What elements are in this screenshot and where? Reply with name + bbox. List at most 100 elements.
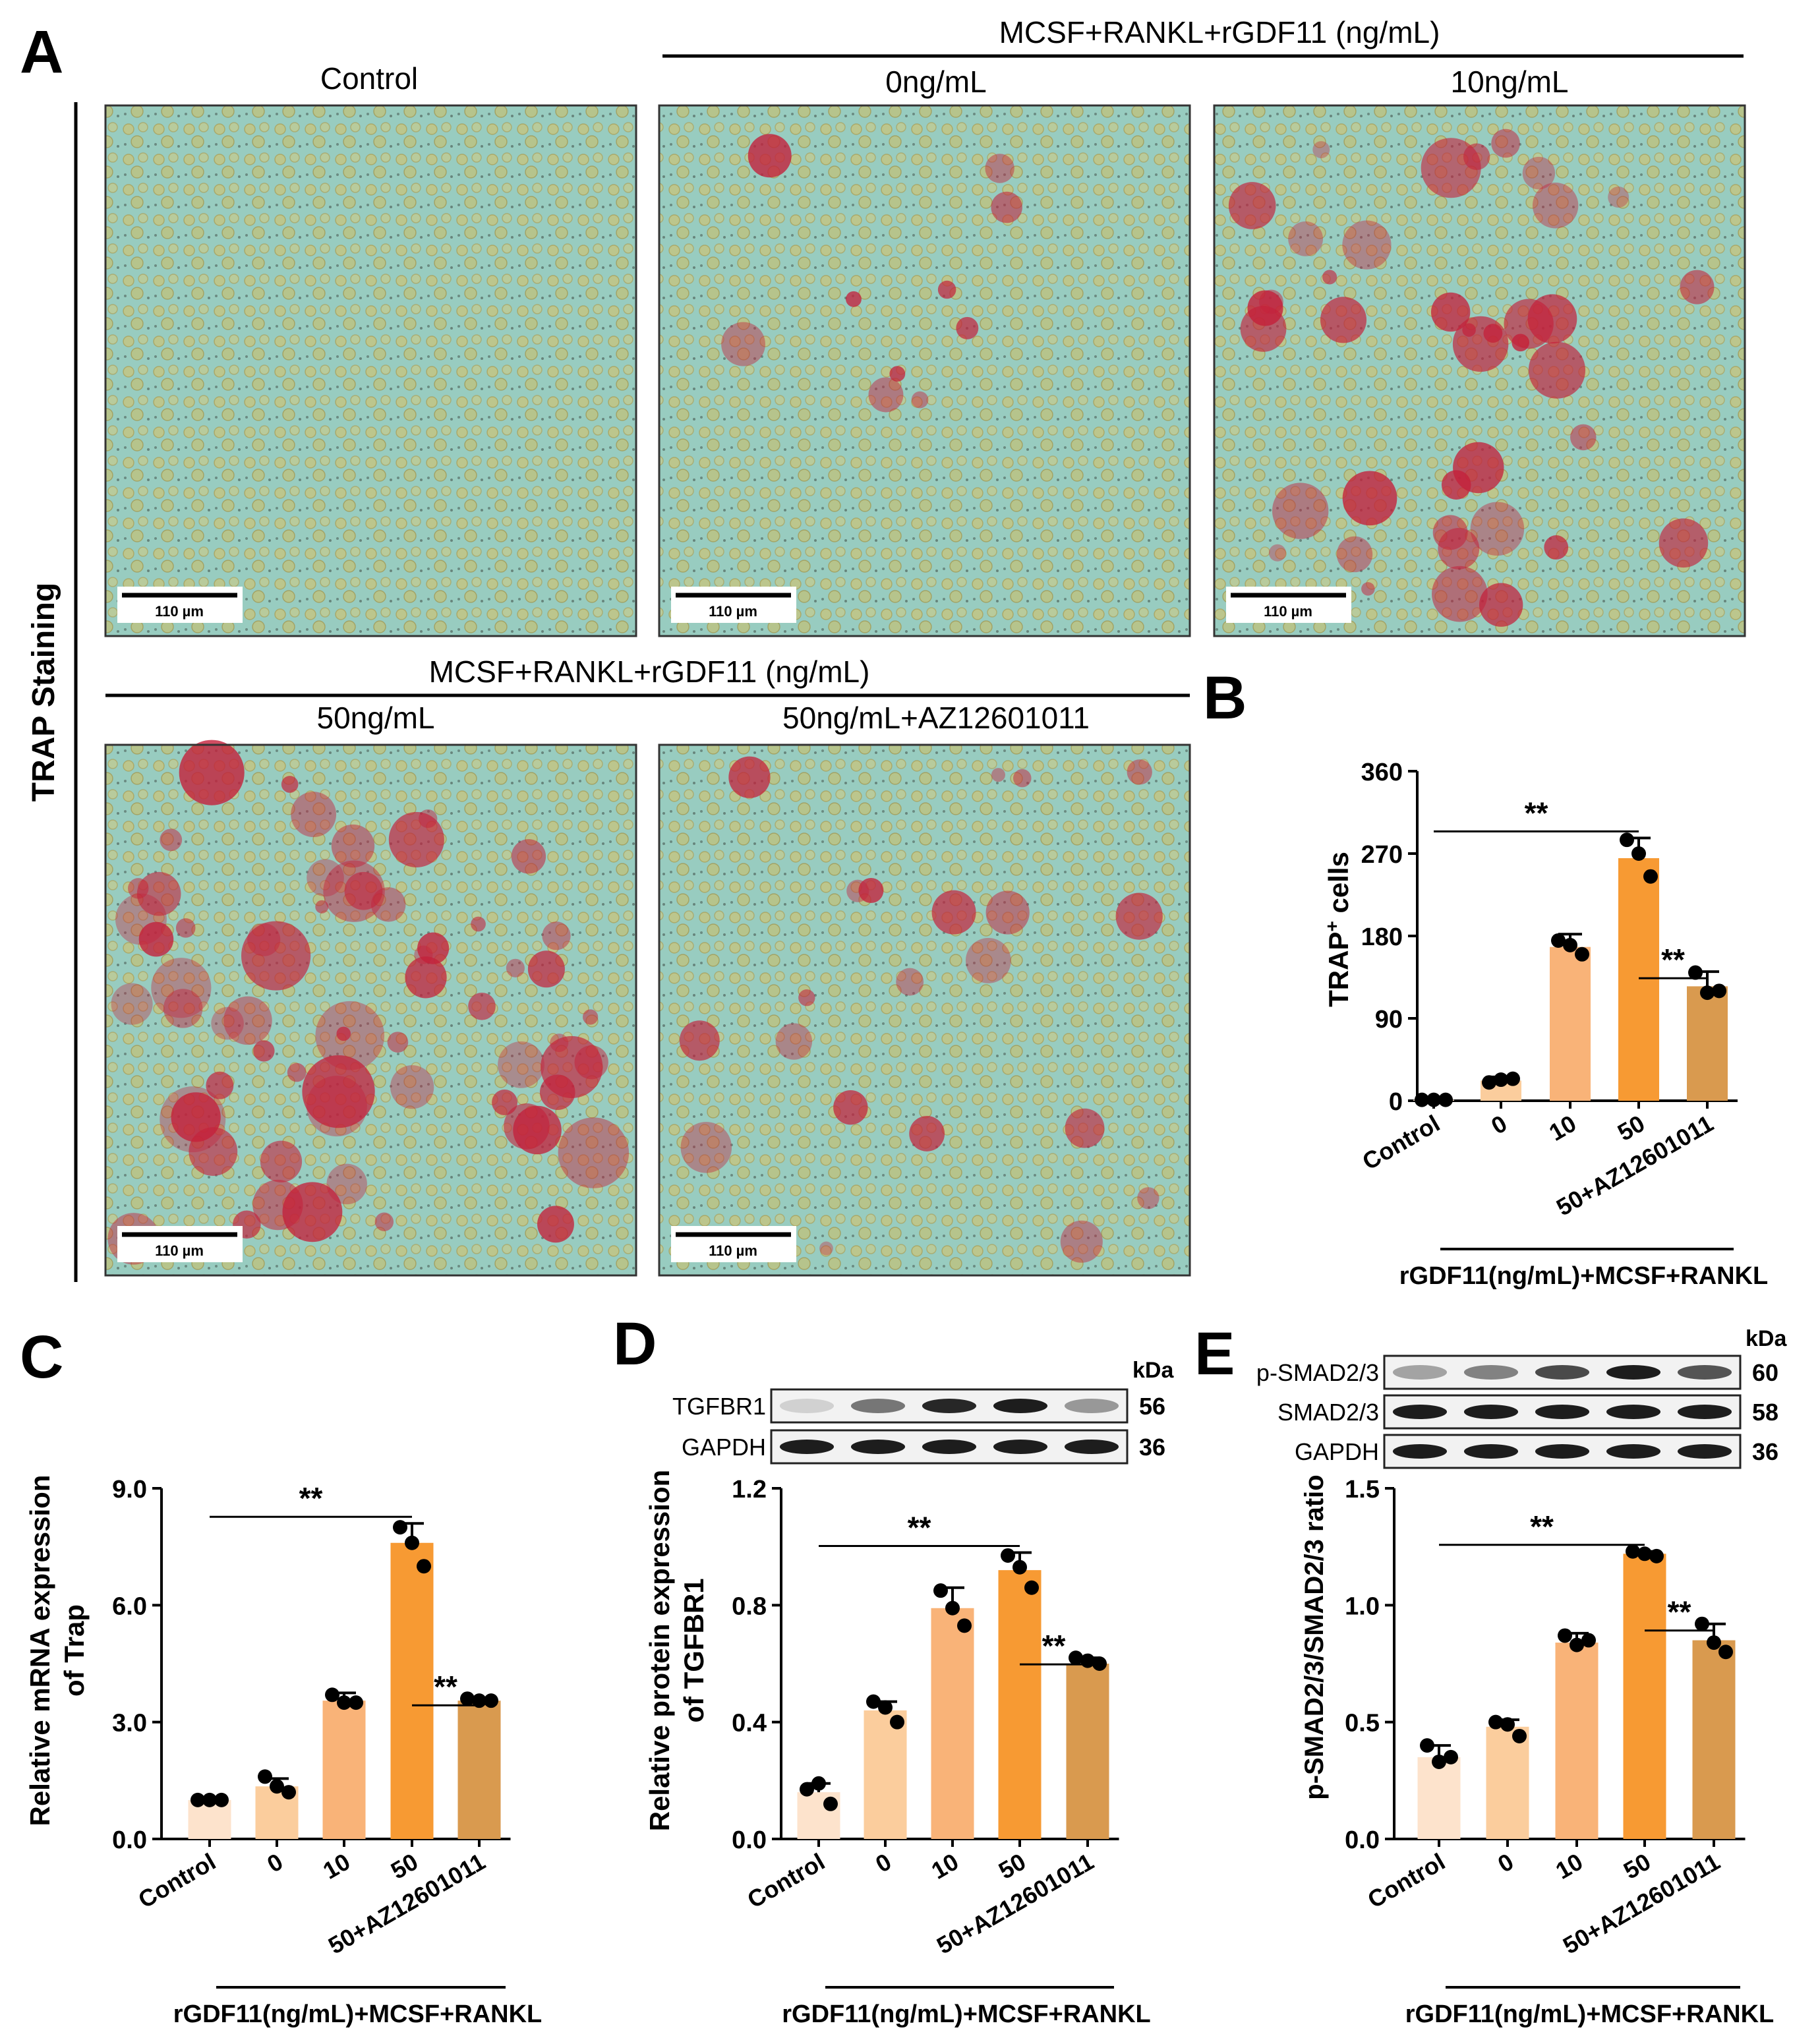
blot-band	[1677, 1405, 1732, 1419]
micrograph-4: 110 µm	[658, 743, 1191, 1277]
x-tick-label: Control	[1358, 1109, 1444, 1175]
trap-positive-cluster	[323, 860, 385, 922]
y-tick-label: 1.0	[1345, 1592, 1380, 1620]
trap-positive-cluster	[163, 989, 203, 1028]
x-tick-label: 50	[994, 1848, 1030, 1884]
trap-positive-cluster	[558, 1117, 630, 1188]
data-point	[1488, 1714, 1503, 1730]
panel-letter-d: D	[613, 1310, 657, 1378]
data-point	[1643, 869, 1658, 884]
y-tick-label: 6.0	[112, 1592, 147, 1620]
trap-positive-cluster	[1137, 1187, 1160, 1209]
panel-letter-c: C	[20, 1324, 63, 1391]
trap-positive-cluster	[336, 1026, 351, 1041]
scale-bar-background	[1226, 587, 1351, 623]
trap-positive-cluster	[344, 871, 383, 910]
x-tick-label: 10	[1551, 1848, 1587, 1884]
trap-positive-cluster	[965, 937, 1011, 983]
trap-positive-cluster	[291, 792, 337, 838]
trap-positive-cluster	[1312, 141, 1330, 159]
image-label-10ng: 10ng/mL	[1450, 65, 1568, 99]
trap-positive-cluster	[370, 887, 406, 922]
trap-positive-cluster	[307, 859, 344, 897]
blot-band	[850, 1440, 906, 1454]
data-point	[1426, 1092, 1441, 1107]
trap-positive-cluster	[287, 1063, 307, 1082]
significance-label: **	[1042, 1629, 1066, 1663]
data-point	[1444, 1749, 1458, 1764]
y-axis-label-line2: of TGFBR1	[678, 1578, 709, 1722]
data-point	[1575, 947, 1589, 962]
trap-positive-cluster	[374, 1212, 394, 1231]
blot-protein-label: SMAD2/3	[1277, 1399, 1379, 1426]
western-blot-e: kDa p-SMAD2/3 60 SMAD2/3 58 GAPDH 36	[1256, 1326, 1787, 1469]
blot-band	[1606, 1365, 1661, 1380]
blot-band	[993, 1440, 1048, 1454]
image-label-control: Control	[320, 61, 418, 96]
data-point	[270, 1779, 284, 1794]
blot-band	[993, 1399, 1048, 1413]
y-tick-label: 0.5	[1345, 1710, 1380, 1737]
data-point	[823, 1796, 838, 1811]
micrograph-2: 110 µm	[1213, 104, 1746, 637]
trap-positive-cluster	[537, 1206, 574, 1243]
y-axis-label-line1: Relative mRNA expression	[24, 1475, 55, 1826]
trap-positive-cluster	[417, 932, 450, 964]
blot-protein-label: p-SMAD2/3	[1256, 1359, 1379, 1386]
trap-positive-cluster	[1228, 182, 1276, 229]
trap-positive-cluster	[1115, 892, 1163, 940]
micrograph-cells	[105, 105, 636, 636]
y-tick-label: 180	[1361, 923, 1403, 951]
trap-positive-cluster	[819, 1241, 833, 1256]
data-point	[258, 1769, 272, 1784]
scale-bar: 110 µm	[671, 1226, 796, 1262]
data-point	[1712, 983, 1726, 999]
trap-positive-cluster	[388, 811, 444, 867]
bar-4	[457, 1701, 501, 1839]
data-point	[393, 1520, 407, 1535]
trap-positive-cluster	[1272, 482, 1329, 539]
y-tick-label: 0.0	[732, 1826, 767, 1854]
trap-positive-cluster	[542, 921, 571, 950]
data-point	[1563, 937, 1577, 952]
data-point	[1512, 1728, 1527, 1743]
trap-positive-cluster	[111, 983, 153, 1025]
trap-positive-cluster	[1065, 1108, 1105, 1148]
significance-label: **	[1530, 1509, 1554, 1544]
image-label-0ng: 0ng/mL	[885, 65, 986, 99]
y-axis-label-sup: +	[1322, 921, 1342, 931]
trap-positive-cluster	[390, 1065, 434, 1109]
trap-positive-cluster	[206, 1071, 234, 1099]
trap-positive-cluster	[1438, 527, 1480, 569]
trap-positive-cluster	[468, 992, 496, 1020]
blot-kda-value: 36	[1752, 1438, 1778, 1465]
trap-positive-cluster	[1432, 566, 1488, 622]
blot-band	[1535, 1405, 1590, 1419]
bar-4	[1066, 1664, 1109, 1839]
data-point	[1482, 1075, 1496, 1090]
data-point	[1718, 1645, 1733, 1660]
bar-0	[1417, 1757, 1461, 1839]
x-tick-label: 0	[1486, 1109, 1512, 1140]
data-point	[890, 1714, 904, 1730]
data-point	[325, 1687, 339, 1703]
blot-band	[1677, 1444, 1732, 1459]
y-tick-label: 270	[1361, 841, 1403, 869]
trap-positive-cluster	[1608, 187, 1629, 208]
bar-3	[1618, 858, 1659, 1101]
x-tick-label: 50	[386, 1848, 423, 1884]
data-point	[1494, 1072, 1508, 1088]
data-point	[933, 1583, 948, 1598]
scale-bar-label: 110 µm	[1264, 603, 1312, 620]
blot-kda-value: 36	[1139, 1434, 1165, 1461]
bar-2	[1555, 1643, 1599, 1839]
data-point	[1626, 1544, 1640, 1559]
trap-positive-cluster	[241, 921, 311, 991]
data-point	[1620, 832, 1634, 848]
data-point	[1637, 1546, 1652, 1561]
x-tick-label: 50	[1613, 1109, 1649, 1146]
trap-positive-cluster	[1322, 270, 1337, 285]
x-tick-label: 0	[871, 1848, 896, 1878]
